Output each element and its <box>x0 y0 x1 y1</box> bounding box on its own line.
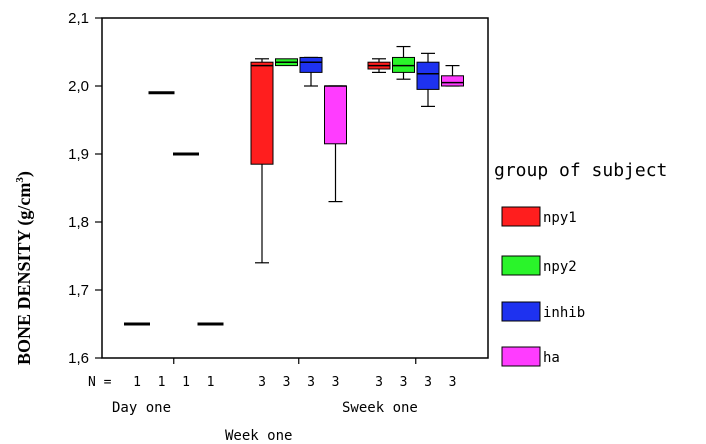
box-body <box>441 75 464 87</box>
legend-swatch <box>501 206 541 227</box>
n-count: 3 <box>258 375 266 390</box>
y-tick-label: 1,7 <box>68 282 89 299</box>
legend-swatch <box>501 255 541 276</box>
box-ha-2 <box>441 64 464 87</box>
y-tick-label: 1,8 <box>68 214 89 231</box>
legend-title: group of subject <box>494 160 667 181</box>
box-body <box>416 61 440 90</box>
group-labels: Day one Week one Sweek one <box>112 400 418 444</box>
box-npy2-1 <box>275 58 298 67</box>
legend-label: npy2 <box>543 259 577 275</box>
plot-area <box>124 45 464 326</box>
box-npy2-2 <box>392 45 415 80</box>
n-count: 3 <box>375 375 383 390</box>
legend-label: ha <box>543 350 560 366</box>
legend-item-inhib: inhib <box>501 301 585 322</box>
box-body <box>324 85 347 145</box>
legend-swatch <box>501 346 541 367</box>
n-prefix: N = <box>88 375 112 390</box>
y-tick-label: 2,0 <box>68 78 89 95</box>
legend-item-npy1: npy1 <box>501 206 577 227</box>
n-count: 1 <box>207 375 215 390</box>
box-body <box>299 56 323 73</box>
y-axis: 1,6 1,7 1,8 1,9 2,0 2,1 <box>68 10 102 367</box>
n-count: 3 <box>400 375 408 390</box>
box-inhib-1 <box>299 56 323 87</box>
y-axis-label: BONE DENSITY (g/cm3) <box>14 171 35 365</box>
n-count: 1 <box>182 375 190 390</box>
box-npy1-1 <box>250 58 274 264</box>
n-count: 3 <box>332 375 340 390</box>
box-body <box>250 61 274 165</box>
y-tick-label: 1,6 <box>68 350 89 367</box>
y-tick-label: 1,9 <box>68 146 89 163</box>
n-count: 3 <box>424 375 432 390</box>
legend-label: npy1 <box>543 210 577 226</box>
y-tick-label: 2,1 <box>68 10 89 27</box>
legend-item-npy2: npy2 <box>501 255 577 276</box>
n-count-row: N = 1 1 1 1 3 3 3 3 3 3 3 3 <box>88 358 456 390</box>
n-count: 3 <box>449 375 457 390</box>
n-count: 3 <box>283 375 291 390</box>
n-count: 3 <box>307 375 315 390</box>
plot-frame <box>101 17 489 359</box>
group-label: Week one <box>225 428 292 444</box>
box-ha-1 <box>324 85 347 203</box>
group-label: Day one <box>112 400 171 416</box>
box-npy1-2 <box>367 58 391 74</box>
legend-label: inhib <box>543 305 585 321</box>
legend-swatch <box>501 301 541 322</box>
group-label: Sweek one <box>342 400 418 416</box>
n-count: 1 <box>133 375 141 390</box>
box-inhib-2 <box>416 52 440 108</box>
legend: npy1 npy2 inhib ha <box>501 206 585 367</box>
n-count: 1 <box>158 375 166 390</box>
legend-item-ha: ha <box>501 346 560 367</box>
